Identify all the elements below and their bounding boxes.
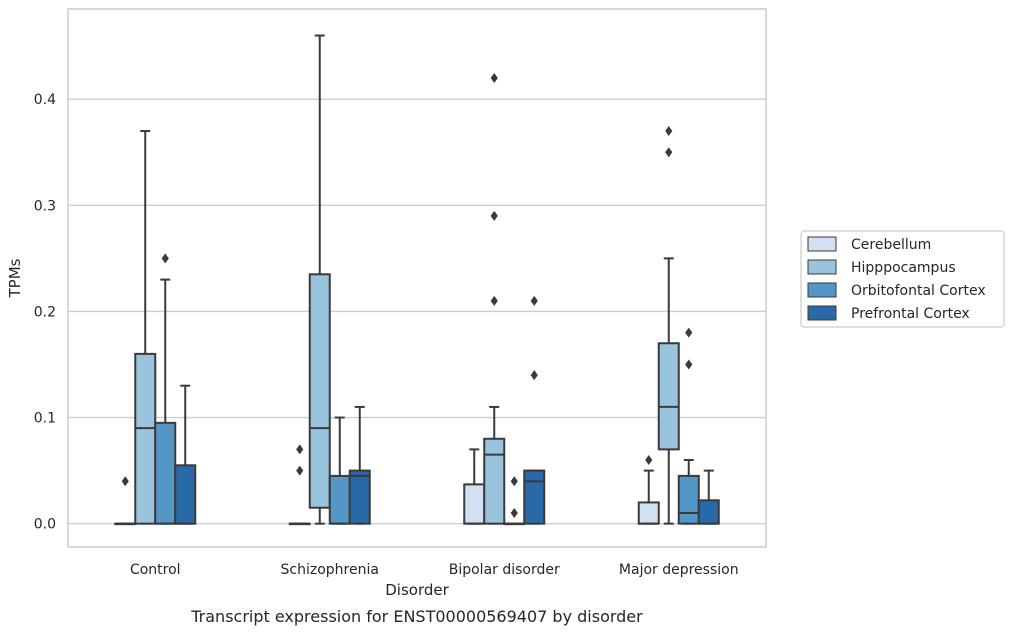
x-tick-label: Bipolar disorder (449, 562, 560, 578)
box (523, 295, 546, 525)
box (637, 454, 660, 525)
box (134, 130, 157, 525)
box-rect (657, 342, 680, 451)
box (657, 126, 680, 525)
outlier-point (490, 210, 498, 221)
legend-item: Hipppocampus (807, 259, 956, 276)
outlier-point (510, 508, 518, 519)
x-axis-ticks: Control Schizophrenia Bipolar disorder Majo… (130, 562, 739, 578)
outlier-point (296, 465, 304, 476)
outlier-point (530, 295, 538, 306)
y-tick-label: 0.1 (34, 411, 56, 427)
legend-frame (800, 230, 1005, 328)
legend-swatch (807, 236, 837, 252)
outlier-point (490, 295, 498, 306)
box-rect (463, 483, 486, 525)
x-axis-label: Disorder (385, 581, 449, 599)
box-rect (328, 474, 351, 525)
box (503, 476, 526, 526)
box-rect (637, 501, 660, 525)
legend-label: Cerebellum (851, 237, 931, 253)
legend-item: Prefrontal Cortex (807, 305, 970, 322)
legend: Cerebellum Hipppocampus Orbitofontal Corte… (800, 230, 1005, 328)
y-axis-label: TPMs (6, 258, 24, 298)
outlier-point (685, 327, 693, 338)
x-tick-label: Major depression (619, 562, 739, 578)
y-axis-ticks: 0.0 0.1 0.2 0.3 0.4 (34, 92, 56, 532)
box (677, 327, 700, 525)
box-rect (677, 474, 700, 525)
box-rect (174, 464, 197, 525)
x-tick-label: Schizophrenia (281, 562, 379, 578)
box (348, 405, 371, 525)
legend-label: Prefrontal Cortex (851, 306, 970, 322)
box (114, 476, 137, 526)
box-rect (308, 273, 331, 509)
box-rect (523, 469, 546, 525)
outlier-point (645, 454, 653, 465)
box (463, 448, 486, 525)
legend-item: Cerebellum (807, 236, 931, 253)
y-tick-label: 0.4 (34, 92, 56, 108)
outlier-point (665, 147, 673, 158)
box (697, 469, 720, 525)
box (483, 72, 506, 525)
box-groups (114, 34, 720, 526)
outlier-point (685, 359, 693, 370)
y-tick-label: 0.0 (34, 517, 56, 533)
y-tick-label: 0.2 (34, 304, 56, 320)
outlier-point (510, 476, 518, 487)
box-rect (697, 499, 720, 525)
box-rect (134, 352, 157, 525)
legend-swatch (807, 282, 837, 298)
outlier-point (121, 476, 129, 487)
box-rect (483, 437, 506, 525)
plot-frame (67, 8, 767, 548)
outlier-point (530, 370, 538, 381)
box (288, 444, 311, 526)
legend-label: Orbitofontal Cortex (851, 283, 986, 299)
legend-item: Orbitofontal Cortex (807, 282, 986, 299)
box (328, 416, 351, 525)
x-tick-label: Control (130, 562, 181, 578)
box (154, 253, 177, 525)
legend-label: Hipppocampus (851, 260, 956, 276)
box-rect (348, 469, 371, 525)
chart-caption: Transcript expression for ENST0000056940… (190, 607, 643, 626)
outlier-point (161, 253, 169, 264)
outlier-point (296, 444, 304, 455)
legend-swatch (807, 259, 837, 275)
box-rect (154, 421, 177, 525)
box (174, 384, 197, 525)
box (308, 34, 331, 525)
outlier-point (665, 126, 673, 137)
outlier-point (490, 72, 498, 83)
legend-swatch (807, 305, 837, 321)
y-tick-label: 0.3 (34, 198, 56, 214)
